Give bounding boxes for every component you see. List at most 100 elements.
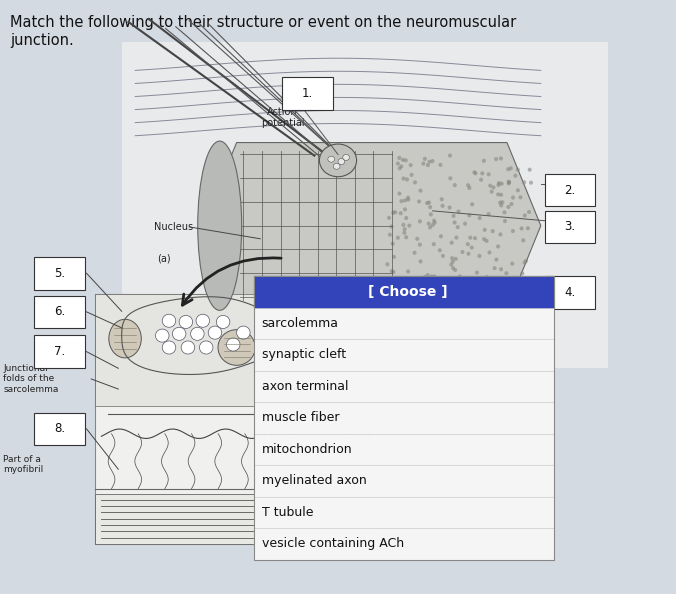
Ellipse shape [397, 156, 402, 160]
Ellipse shape [397, 191, 402, 195]
Ellipse shape [415, 236, 419, 241]
Bar [95, 294, 379, 544]
Ellipse shape [216, 315, 230, 328]
Ellipse shape [466, 252, 470, 256]
Ellipse shape [487, 212, 491, 216]
Ellipse shape [413, 294, 417, 298]
Ellipse shape [155, 329, 169, 342]
Ellipse shape [441, 254, 445, 258]
Bar [34, 336, 85, 368]
Ellipse shape [460, 250, 464, 254]
Ellipse shape [503, 219, 507, 223]
Ellipse shape [471, 292, 475, 296]
Bar [254, 434, 554, 465]
Ellipse shape [523, 213, 527, 217]
Ellipse shape [226, 338, 240, 351]
Ellipse shape [475, 270, 479, 274]
Ellipse shape [179, 315, 193, 328]
Polygon shape [95, 294, 364, 406]
Ellipse shape [485, 239, 489, 243]
Ellipse shape [470, 245, 474, 249]
Ellipse shape [510, 202, 514, 206]
Bar [254, 339, 554, 371]
Ellipse shape [404, 279, 408, 283]
Ellipse shape [413, 181, 417, 185]
Bar [254, 371, 554, 402]
Bar [254, 276, 554, 308]
Ellipse shape [498, 201, 502, 205]
Ellipse shape [466, 286, 470, 290]
Ellipse shape [162, 314, 176, 327]
Ellipse shape [408, 289, 412, 293]
Ellipse shape [439, 163, 443, 167]
Ellipse shape [418, 188, 422, 192]
Bar [254, 308, 554, 339]
Ellipse shape [506, 167, 510, 171]
Ellipse shape [385, 262, 389, 266]
Ellipse shape [427, 160, 431, 164]
Ellipse shape [391, 211, 395, 215]
Ellipse shape [433, 274, 437, 279]
Ellipse shape [504, 271, 508, 275]
Bar [283, 77, 333, 110]
Ellipse shape [328, 156, 335, 162]
Ellipse shape [429, 274, 433, 279]
Ellipse shape [496, 192, 500, 197]
Ellipse shape [386, 279, 390, 283]
Ellipse shape [429, 212, 433, 216]
Ellipse shape [482, 237, 486, 241]
Text: 2.: 2. [564, 184, 575, 197]
Text: [ Choose ]: [ Choose ] [368, 285, 448, 299]
Ellipse shape [493, 266, 497, 270]
Ellipse shape [467, 213, 471, 217]
Ellipse shape [453, 268, 457, 272]
Ellipse shape [426, 163, 430, 168]
Ellipse shape [431, 159, 435, 163]
Ellipse shape [418, 242, 422, 247]
Ellipse shape [423, 275, 427, 279]
Ellipse shape [199, 341, 213, 354]
Ellipse shape [499, 276, 503, 280]
Ellipse shape [466, 183, 470, 187]
Bar [254, 528, 554, 560]
Ellipse shape [393, 210, 397, 214]
Ellipse shape [452, 214, 456, 218]
Ellipse shape [456, 225, 460, 229]
Ellipse shape [198, 141, 242, 310]
Ellipse shape [502, 210, 506, 214]
Ellipse shape [505, 280, 509, 284]
Ellipse shape [491, 185, 496, 189]
Ellipse shape [418, 219, 422, 223]
Ellipse shape [499, 267, 503, 271]
Text: 8.: 8. [54, 422, 65, 435]
Polygon shape [203, 143, 541, 309]
Ellipse shape [410, 173, 414, 177]
Ellipse shape [404, 158, 408, 162]
Ellipse shape [181, 341, 195, 354]
Ellipse shape [507, 287, 511, 292]
Ellipse shape [477, 254, 481, 258]
Ellipse shape [426, 273, 430, 277]
Bar [254, 465, 554, 497]
Ellipse shape [417, 200, 421, 204]
Ellipse shape [473, 170, 477, 175]
Ellipse shape [400, 292, 404, 296]
Ellipse shape [470, 203, 475, 207]
Ellipse shape [389, 225, 393, 229]
Bar [122, 42, 608, 368]
Ellipse shape [506, 181, 510, 185]
Ellipse shape [172, 327, 186, 340]
Ellipse shape [478, 216, 482, 220]
Ellipse shape [427, 201, 431, 205]
Ellipse shape [489, 189, 493, 194]
Text: Part of a
myofibril: Part of a myofibril [3, 455, 44, 474]
Ellipse shape [396, 162, 400, 166]
Ellipse shape [409, 163, 413, 167]
Ellipse shape [496, 183, 500, 187]
Text: 4.: 4. [564, 286, 575, 299]
Text: junction.: junction. [10, 33, 74, 48]
Ellipse shape [406, 198, 410, 202]
Text: muscle fiber: muscle fiber [262, 412, 339, 424]
Ellipse shape [422, 157, 427, 161]
Ellipse shape [487, 251, 491, 255]
